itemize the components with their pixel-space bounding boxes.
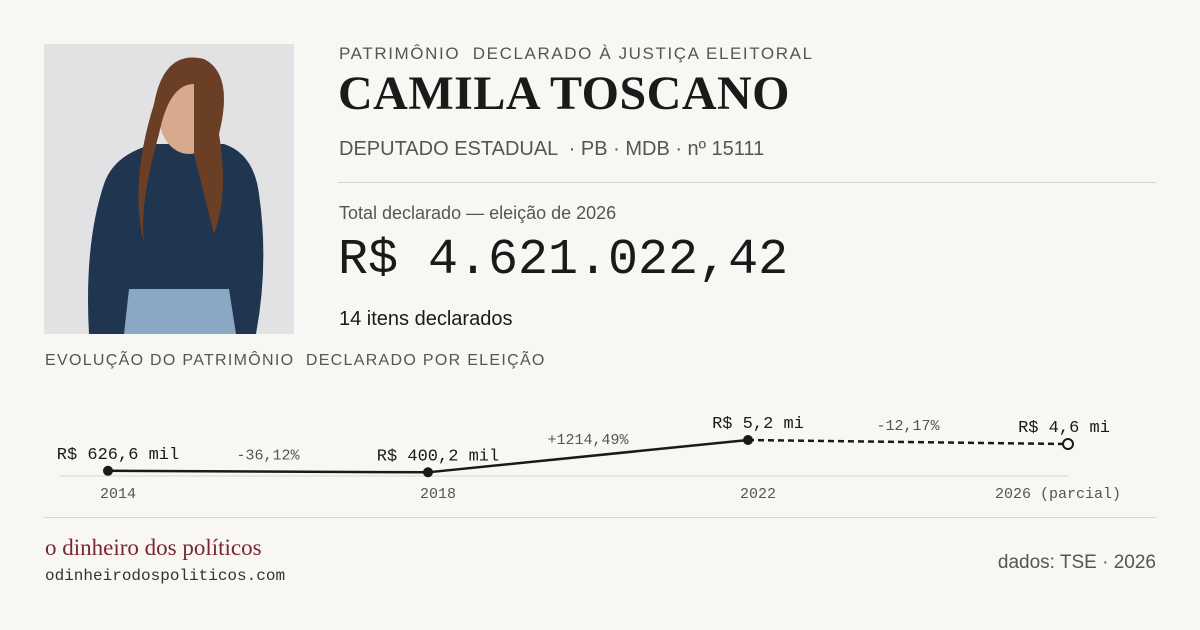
value-label: R$ 400,2 mil xyxy=(377,447,499,466)
x-tick-label: 2026 (parcial) xyxy=(995,486,1121,503)
value-label: R$ 626,6 mil xyxy=(57,446,179,465)
change-label: -36,12% xyxy=(236,448,300,465)
role: DEPUTADO ESTADUAL · PB · MDB · nº 15111 xyxy=(339,138,765,160)
value-label: R$ 4,6 mi xyxy=(1018,419,1110,438)
line-segment xyxy=(427,438,749,474)
url: odinheirodospoliticos.com xyxy=(45,567,286,585)
items-count: 14 itens declarados xyxy=(339,308,513,330)
chart-title: EVOLUÇÃO DO PATRIMÔNIO DECLARADO POR ELE… xyxy=(45,352,546,369)
divider xyxy=(44,517,1156,518)
brand: o dinheiro dos políticos xyxy=(45,535,262,560)
point xyxy=(1062,438,1074,451)
x-tick-label: 2022 xyxy=(740,486,776,503)
total-value: R$ 4.621.022,42 xyxy=(338,232,789,289)
change-label: -12,17% xyxy=(876,418,940,435)
point xyxy=(103,465,113,476)
total-label: Total declarado — eleição de 2026 xyxy=(339,203,617,223)
point xyxy=(743,435,753,445)
point xyxy=(423,467,433,478)
x-tick-label: 2018 xyxy=(420,486,456,503)
name: CAMILA TOSCANO xyxy=(338,67,790,120)
kicker: PATRIMÔNIO DECLARADO À JUSTIÇA ELEITORAL xyxy=(339,44,814,63)
value-label: R$ 5,2 mi xyxy=(712,415,804,434)
photo xyxy=(44,44,294,334)
x-tick-label: 2014 xyxy=(100,486,136,503)
line-segment xyxy=(747,438,1069,446)
divider xyxy=(338,182,1156,183)
chart: -36,12% +1214,49% -12,17% R$ 626,6 mil 2014 R… xyxy=(57,415,1121,503)
line-segment xyxy=(107,469,429,474)
change-label: +1214,49% xyxy=(547,432,629,449)
source: dados: TSE · 2026 xyxy=(997,552,1156,573)
